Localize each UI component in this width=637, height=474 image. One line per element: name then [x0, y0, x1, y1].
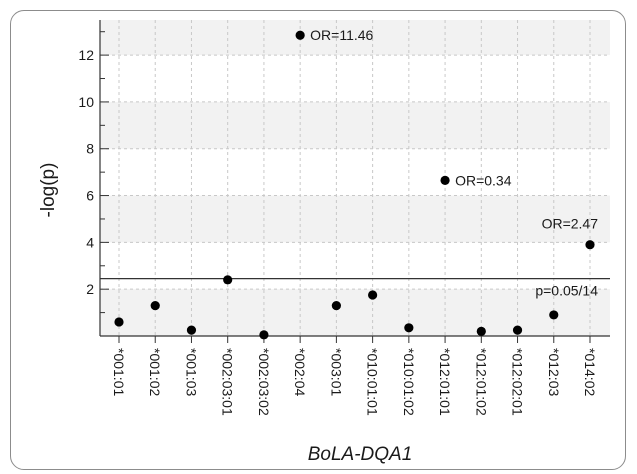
data-point — [114, 317, 124, 327]
y-tick-label: 10 — [78, 94, 94, 110]
x-tick-label: *002:04 — [292, 348, 308, 396]
band — [100, 101, 610, 149]
data-point — [512, 325, 523, 335]
data-point — [259, 330, 269, 340]
x-axis-label: BoLA-DQA1 — [308, 444, 413, 465]
threshold-label: p=0.05/14 — [535, 283, 598, 299]
data-point — [186, 325, 197, 335]
x-tick-label: *002:03:02 — [256, 348, 272, 416]
data-point — [150, 300, 160, 311]
figure-frame — [10, 10, 626, 470]
data-point — [368, 290, 378, 300]
y-axis-ticks: 2 4 6 8 10 12 — [78, 31, 109, 337]
x-tick-label: *001:02 — [147, 348, 163, 396]
band — [100, 195, 610, 243]
x-tick-label: *012:02:01 — [510, 348, 526, 416]
x-tick-label: *014:02 — [582, 348, 598, 396]
annotation-label: OR=0.34 — [455, 172, 512, 188]
annotation-label: OR=2.47 — [542, 216, 599, 232]
grid-lines — [100, 20, 610, 336]
annotations: OR=11.46 OR=0.34 OR=2.47 — [310, 27, 598, 231]
y-tick-label: 2 — [86, 281, 94, 297]
x-tick-label: *012:01:01 — [437, 348, 453, 416]
x-tick-label: *012:01:02 — [473, 348, 489, 416]
data-point — [476, 326, 486, 336]
background-bands — [100, 20, 610, 336]
axes — [99, 20, 610, 337]
data-point — [549, 310, 559, 320]
x-tick-label: *010:01:02 — [401, 348, 417, 416]
x-tick-label: *003:01 — [328, 348, 344, 396]
x-tick-label: *012:03 — [546, 348, 562, 396]
y-axis-label: -log(p) — [38, 163, 59, 218]
data-point — [331, 300, 341, 311]
band — [100, 289, 610, 336]
data-point — [223, 275, 233, 285]
data-point — [440, 175, 450, 185]
x-tick-label: *010:01:01 — [365, 348, 381, 416]
data-points — [114, 30, 595, 340]
y-tick-label: 8 — [86, 141, 94, 157]
data-point — [404, 323, 414, 333]
y-tick-label: 6 — [86, 188, 94, 204]
annotation-label: OR=11.46 — [310, 27, 373, 43]
x-tick-label: *001:03 — [183, 348, 199, 396]
data-point — [295, 30, 305, 40]
threshold: p=0.05/14 — [100, 278, 610, 299]
y-tick-label: 4 — [86, 234, 94, 250]
x-tick-label: *001:01 — [111, 348, 127, 396]
x-tick-label: *002:03:01 — [220, 348, 236, 416]
y-tick-label: 12 — [78, 47, 94, 63]
data-point — [585, 240, 595, 250]
band — [100, 20, 610, 56]
x-axis-ticks: *001:01 *001:02 *001:03 *002:03:01 *002:03:0… — [111, 336, 598, 416]
